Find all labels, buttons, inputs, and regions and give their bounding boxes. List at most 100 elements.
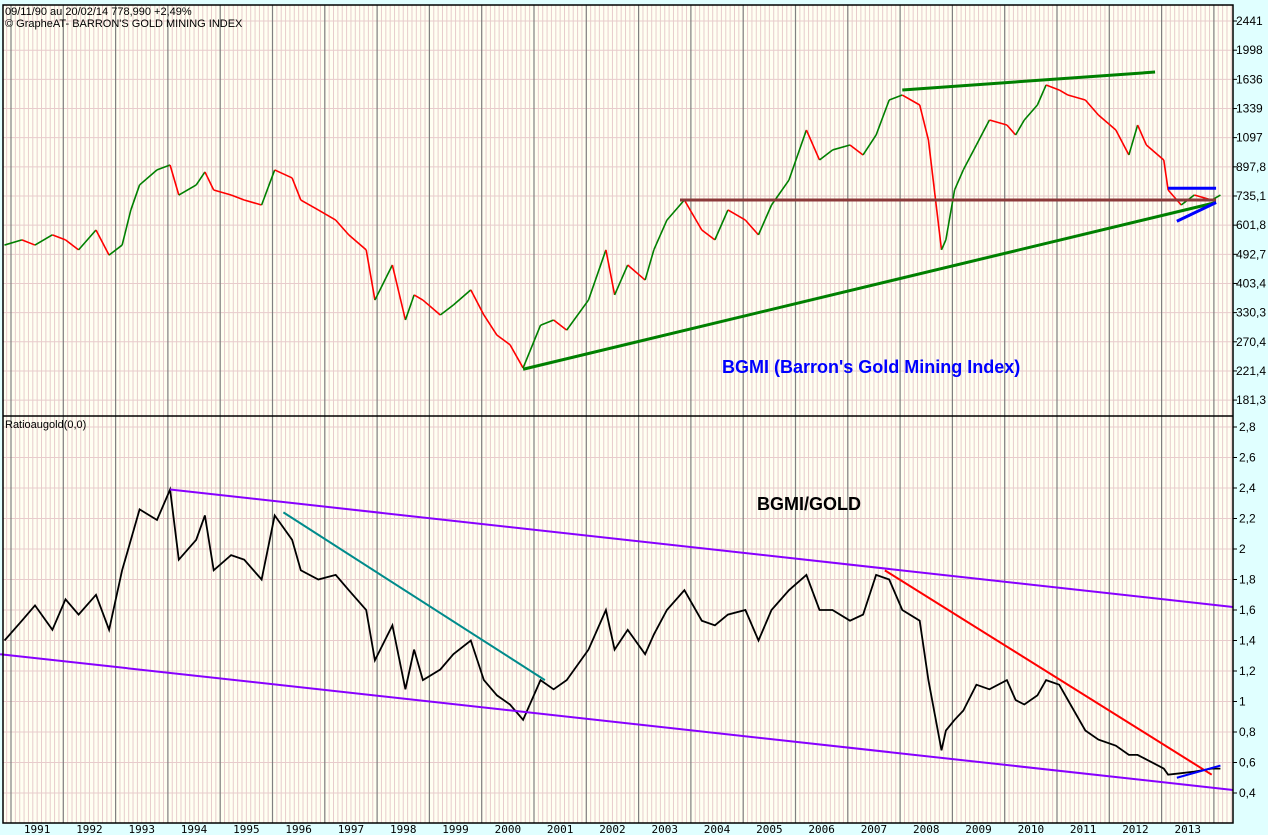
x-tick-label: 2009 xyxy=(965,823,992,835)
price-segment xyxy=(553,319,568,331)
price-segment xyxy=(121,209,132,246)
price-segment xyxy=(727,209,746,221)
plot-border xyxy=(2,4,1234,824)
plot-background xyxy=(3,5,1233,823)
price-segment xyxy=(483,314,498,336)
trendline xyxy=(282,511,546,681)
price-segment xyxy=(644,249,655,281)
x-tick-label: 1992 xyxy=(76,823,103,835)
price-segment xyxy=(496,334,511,346)
x-tick-label: 2004 xyxy=(704,823,731,835)
price-segment xyxy=(4,239,23,246)
price-segment xyxy=(1036,84,1047,106)
y-tick-label: 270,4 xyxy=(1236,335,1266,349)
price-segment xyxy=(818,149,834,161)
y-tick-label: 2,2 xyxy=(1239,512,1256,526)
x-tick-label: 2001 xyxy=(547,823,574,835)
price-segment xyxy=(509,344,524,369)
price-segment xyxy=(940,239,947,251)
y-tick-label: 2,8 xyxy=(1239,420,1256,434)
price-segment xyxy=(757,204,773,236)
price-segment xyxy=(1136,124,1148,146)
price-segment xyxy=(888,94,903,101)
price-segment xyxy=(875,99,890,136)
y-tick-label: 1339 xyxy=(1236,102,1263,116)
y-tick-label: 0,4 xyxy=(1239,786,1256,800)
price-segment xyxy=(195,171,206,186)
x-tick-label: 1994 xyxy=(181,823,208,835)
price-segment xyxy=(805,129,821,161)
y-tick-label: 1,8 xyxy=(1239,573,1256,587)
y-tick-label: 1998 xyxy=(1236,43,1263,57)
bottom-annotation: BGMI/GOLD xyxy=(757,494,861,514)
price-segment xyxy=(1045,84,1060,91)
y-tick-label: 221,4 xyxy=(1236,364,1266,378)
x-tick-label: 1998 xyxy=(390,823,417,835)
x-tick-label: 2012 xyxy=(1122,823,1149,835)
price-segment xyxy=(1067,94,1086,101)
price-segment xyxy=(243,199,262,206)
y-tick-label: 601,8 xyxy=(1236,218,1266,232)
x-tick-label: 2006 xyxy=(808,823,835,835)
price-segment xyxy=(422,299,441,316)
x-tick-label: 2011 xyxy=(1070,823,1097,835)
price-segment xyxy=(178,184,197,196)
y-tick-label: 2,6 xyxy=(1239,451,1256,465)
price-segment xyxy=(365,249,376,301)
y-tick-label: 897,8 xyxy=(1236,160,1266,174)
y-tick-label: 1097 xyxy=(1236,131,1263,145)
price-segment xyxy=(666,199,685,221)
price-segment xyxy=(627,264,646,281)
axis-labels: 2441 1998 1636 1339 1097 897,8 735,1 601,8 492,7… xyxy=(24,14,1266,835)
price-segment xyxy=(169,164,180,196)
price-segment xyxy=(832,144,851,151)
price-segment xyxy=(613,264,629,296)
price-segment xyxy=(862,134,877,156)
price-segment xyxy=(404,294,415,321)
price-segment xyxy=(1014,119,1026,136)
ratio-line xyxy=(3,486,1221,776)
price-segment xyxy=(52,234,66,241)
price-segment xyxy=(714,209,729,241)
price-segment xyxy=(260,169,276,206)
price-segment xyxy=(204,171,215,191)
frame xyxy=(2,4,1234,824)
price-segment xyxy=(918,104,930,141)
y-tick-label: 2,4 xyxy=(1239,481,1256,495)
series xyxy=(0,70,1234,791)
y-tick-label: 1,4 xyxy=(1239,634,1256,648)
price-segment xyxy=(348,234,367,251)
x-tick-label: 2005 xyxy=(756,823,783,835)
trendline xyxy=(902,70,1156,92)
price-segment xyxy=(901,94,921,106)
x-tick-label: 2013 xyxy=(1175,823,1202,835)
y-tick-label: 1,2 xyxy=(1239,664,1256,678)
price-segment xyxy=(130,184,141,211)
x-tick-label: 2003 xyxy=(652,823,679,835)
price-segment xyxy=(335,219,350,236)
trendline xyxy=(884,569,1213,776)
y-tick-label: 1636 xyxy=(1236,72,1263,86)
x-tick-label: 1996 xyxy=(285,823,312,835)
price-segment xyxy=(413,294,424,301)
top-annotation: BGMI (Barron's Gold Mining Index) xyxy=(722,357,1020,377)
y-tick-label: 0,8 xyxy=(1239,725,1256,739)
price-segment xyxy=(21,239,36,246)
x-tick-label: 1993 xyxy=(129,823,156,835)
y-tick-label: 1,6 xyxy=(1239,603,1256,617)
y-tick-label: 1 xyxy=(1239,695,1246,709)
price-segment xyxy=(317,209,337,221)
price-segment xyxy=(1145,144,1165,161)
price-segment xyxy=(522,324,542,369)
price-segment xyxy=(230,194,245,201)
x-tick-label: 2007 xyxy=(861,823,888,835)
price-segment xyxy=(927,139,943,250)
price-segment xyxy=(274,169,293,179)
price-segment xyxy=(439,304,454,316)
price-segment xyxy=(108,244,123,256)
y-tick-label: 0,6 xyxy=(1239,756,1256,770)
price-segment xyxy=(77,229,97,251)
price-segment xyxy=(744,219,760,236)
price-segment xyxy=(701,229,716,241)
